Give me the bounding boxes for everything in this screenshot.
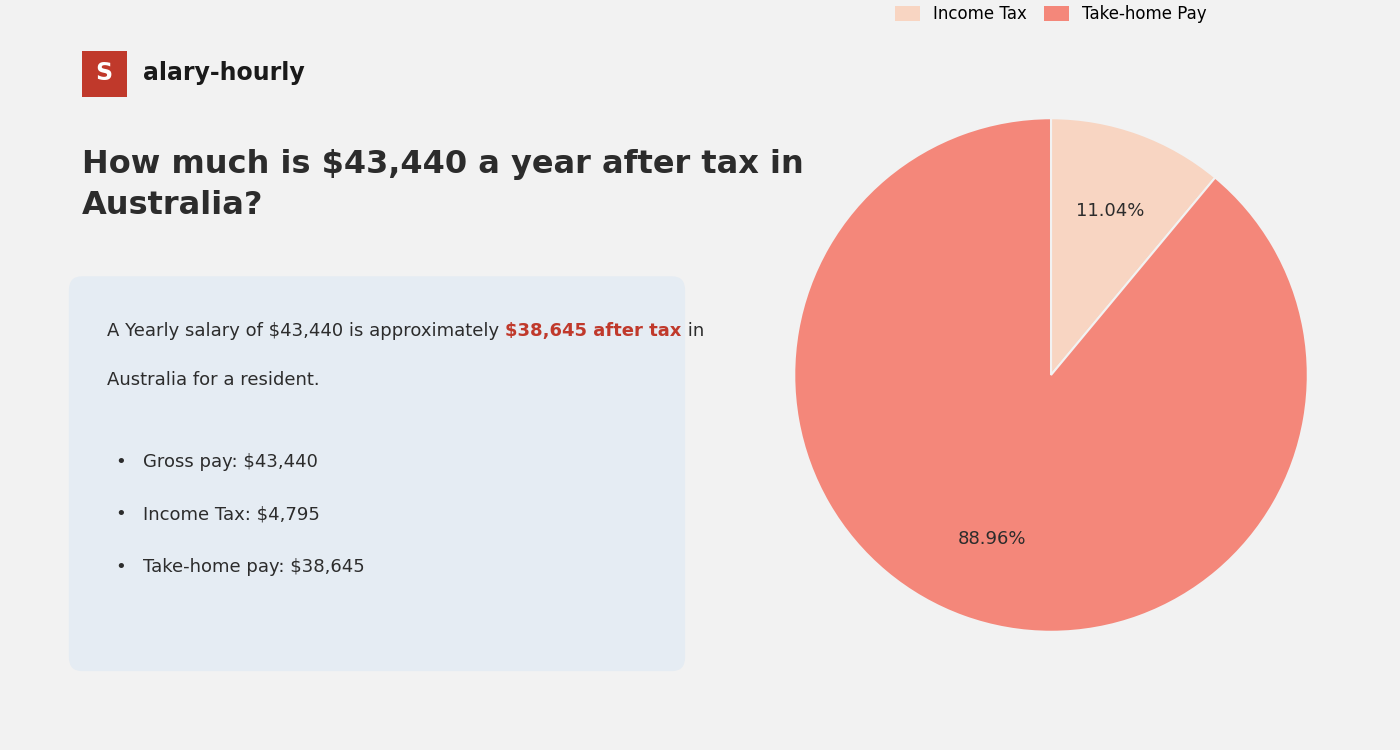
FancyBboxPatch shape [81, 51, 126, 97]
Text: Gross pay: $43,440: Gross pay: $43,440 [143, 452, 318, 470]
Text: alary-hourly: alary-hourly [143, 62, 304, 86]
Text: Take-home pay: $38,645: Take-home pay: $38,645 [143, 558, 364, 576]
Wedge shape [794, 118, 1308, 632]
Text: •: • [115, 452, 126, 470]
Text: Australia for a resident.: Australia for a resident. [108, 371, 321, 389]
Text: Income Tax: $4,795: Income Tax: $4,795 [143, 506, 319, 524]
Legend: Income Tax, Take-home Pay: Income Tax, Take-home Pay [889, 0, 1214, 29]
Text: •: • [115, 558, 126, 576]
Text: in: in [682, 322, 704, 340]
Text: How much is $43,440 a year after tax in
Australia?: How much is $43,440 a year after tax in … [81, 149, 804, 221]
Text: 88.96%: 88.96% [958, 530, 1026, 548]
Wedge shape [1051, 118, 1215, 375]
Text: $38,645 after tax: $38,645 after tax [505, 322, 682, 340]
Text: 11.04%: 11.04% [1077, 202, 1145, 220]
Text: •: • [115, 506, 126, 524]
Text: A Yearly salary of $43,440 is approximately: A Yearly salary of $43,440 is approximat… [108, 322, 505, 340]
FancyBboxPatch shape [69, 276, 685, 671]
Text: S: S [95, 62, 113, 86]
